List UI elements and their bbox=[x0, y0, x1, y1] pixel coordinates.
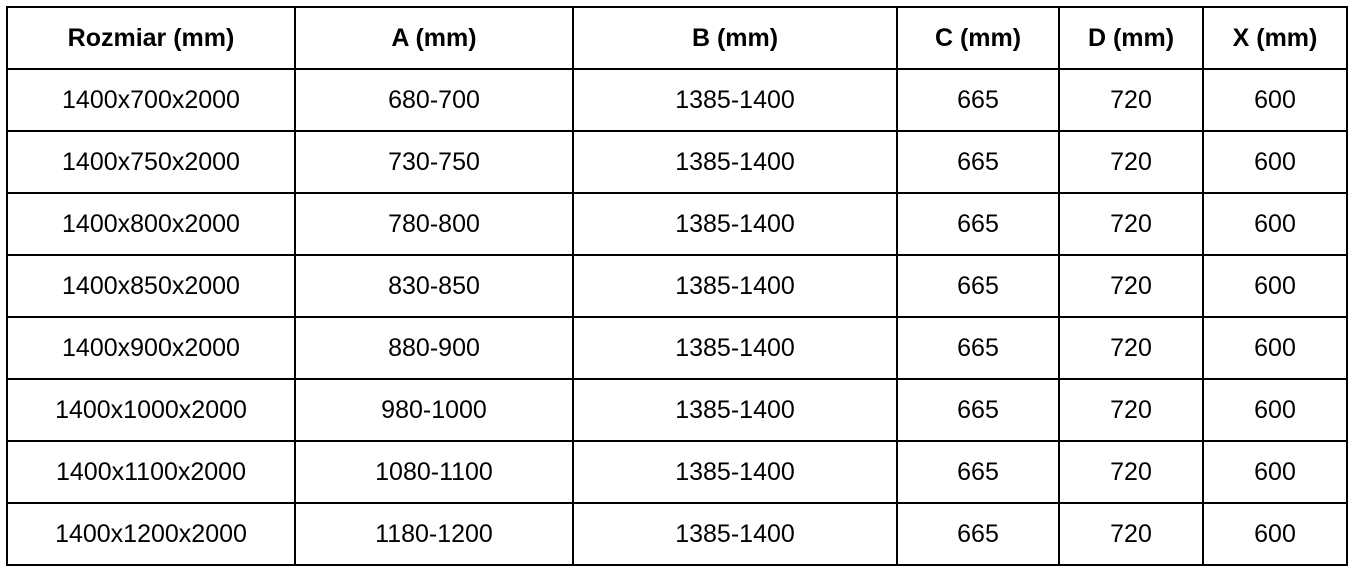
table-cell: 600 bbox=[1202, 68, 1348, 132]
column-header: Rozmiar (mm) bbox=[6, 6, 296, 70]
table-cell: 600 bbox=[1202, 378, 1348, 442]
table-cell: 665 bbox=[896, 502, 1060, 566]
table-cell: 1400x900x2000 bbox=[6, 316, 296, 380]
table-cell: 980-1000 bbox=[294, 378, 574, 442]
header-row: Rozmiar (mm) A (mm) B (mm) C (mm) D (mm) X (m… bbox=[6, 6, 1348, 70]
table-row: 1400x750x2000 730-750 1385-1400 665 720 600 bbox=[6, 130, 1348, 194]
table-cell: 680-700 bbox=[294, 68, 574, 132]
table-cell: 1385-1400 bbox=[572, 502, 898, 566]
table-cell: 880-900 bbox=[294, 316, 574, 380]
table-cell: 1400x1100x2000 bbox=[6, 440, 296, 504]
table-cell: 720 bbox=[1058, 502, 1204, 566]
table-cell: 600 bbox=[1202, 192, 1348, 256]
dimensions-table: Rozmiar (mm) A (mm) B (mm) C (mm) D (mm) X (m… bbox=[6, 6, 1348, 566]
table-cell: 1385-1400 bbox=[572, 440, 898, 504]
column-header: D (mm) bbox=[1058, 6, 1204, 70]
table-cell: 1400x800x2000 bbox=[6, 192, 296, 256]
table-cell: 730-750 bbox=[294, 130, 574, 194]
table-cell: 1385-1400 bbox=[572, 378, 898, 442]
table-cell: 600 bbox=[1202, 316, 1348, 380]
table-row: 1400x800x2000 780-800 1385-1400 665 720 600 bbox=[6, 192, 1348, 256]
table-row: 1400x1200x2000 1180-1200 1385-1400 665 720 60… bbox=[6, 502, 1348, 566]
table-cell: 665 bbox=[896, 316, 1060, 380]
table-cell: 1400x850x2000 bbox=[6, 254, 296, 318]
table-cell: 720 bbox=[1058, 192, 1204, 256]
table-cell: 1180-1200 bbox=[294, 502, 574, 566]
table-cell: 1385-1400 bbox=[572, 68, 898, 132]
table-cell: 665 bbox=[896, 440, 1060, 504]
table-cell: 665 bbox=[896, 130, 1060, 194]
table-cell: 720 bbox=[1058, 440, 1204, 504]
table-cell: 720 bbox=[1058, 130, 1204, 194]
table-row: 1400x900x2000 880-900 1385-1400 665 720 600 bbox=[6, 316, 1348, 380]
table-cell: 1400x1200x2000 bbox=[6, 502, 296, 566]
column-header: X (mm) bbox=[1202, 6, 1348, 70]
table-cell: 665 bbox=[896, 378, 1060, 442]
column-header: B (mm) bbox=[572, 6, 898, 70]
table-cell: 1400x750x2000 bbox=[6, 130, 296, 194]
table-cell: 600 bbox=[1202, 502, 1348, 566]
table-row: 1400x700x2000 680-700 1385-1400 665 720 600 bbox=[6, 68, 1348, 132]
table-cell: 1385-1400 bbox=[572, 130, 898, 194]
table-cell: 720 bbox=[1058, 316, 1204, 380]
table-cell: 1385-1400 bbox=[572, 316, 898, 380]
table-cell: 720 bbox=[1058, 254, 1204, 318]
table-row: 1400x850x2000 830-850 1385-1400 665 720 600 bbox=[6, 254, 1348, 318]
table-cell: 720 bbox=[1058, 68, 1204, 132]
table-cell: 1400x700x2000 bbox=[6, 68, 296, 132]
table-cell: 665 bbox=[896, 254, 1060, 318]
table-row: 1400x1000x2000 980-1000 1385-1400 665 720 600 bbox=[6, 378, 1348, 442]
table-cell: 1400x1000x2000 bbox=[6, 378, 296, 442]
table-cell: 665 bbox=[896, 192, 1060, 256]
table-cell: 600 bbox=[1202, 130, 1348, 194]
table-cell: 600 bbox=[1202, 254, 1348, 318]
table-cell: 720 bbox=[1058, 378, 1204, 442]
column-header: A (mm) bbox=[294, 6, 574, 70]
table-cell: 830-850 bbox=[294, 254, 574, 318]
table-cell: 600 bbox=[1202, 440, 1348, 504]
table-cell: 1385-1400 bbox=[572, 254, 898, 318]
table-cell: 780-800 bbox=[294, 192, 574, 256]
table-row: 1400x1100x2000 1080-1100 1385-1400 665 720 60… bbox=[6, 440, 1348, 504]
column-header: C (mm) bbox=[896, 6, 1060, 70]
table-cell: 1385-1400 bbox=[572, 192, 898, 256]
table-cell: 665 bbox=[896, 68, 1060, 132]
table-cell: 1080-1100 bbox=[294, 440, 574, 504]
